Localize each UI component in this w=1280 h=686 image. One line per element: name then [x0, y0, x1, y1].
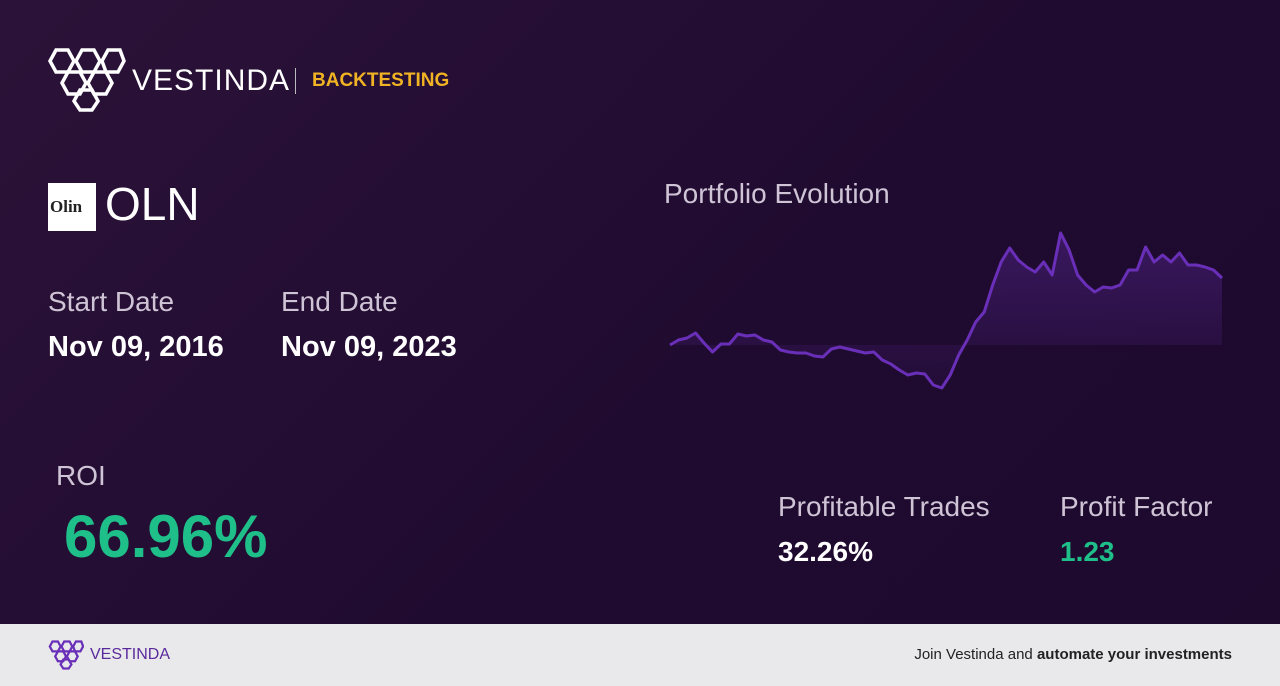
area — [670, 233, 1222, 388]
chart — [669, 231, 1224, 390]
start-date: Nov 09, 2016 — [48, 331, 224, 363]
brand-logo — [48, 48, 126, 112]
chart-title: Portfolio Evolution — [664, 178, 890, 209]
ticker-symbol: OLN — [105, 178, 200, 230]
footer-cta: Join Vestinda and automate your investme… — [914, 646, 1232, 663]
brand-name: VESTINDA — [132, 64, 291, 97]
roi-label: ROI — [56, 460, 106, 491]
end-date: Nov 09, 2023 — [281, 331, 457, 363]
end-date-label: End Date — [281, 286, 398, 317]
profit-factor: 1.23 — [1060, 536, 1115, 567]
section-name: BACKTESTING — [312, 70, 450, 91]
footer: VESTINDA Join Vestinda and automate your… — [0, 624, 1280, 686]
ticker-logo-text: Olin — [50, 197, 83, 216]
start-date-label: Start Date — [48, 286, 175, 317]
divider — [295, 68, 296, 94]
footer-brand: VESTINDA — [90, 646, 171, 663]
profitable-trades: 32.26% — [778, 536, 873, 567]
cta-prefix: Join Vestinda and — [914, 646, 1033, 663]
profitable-trades-label: Profitable Trades — [778, 491, 990, 522]
cta-bold[interactable]: automate your investments — [1036, 646, 1232, 663]
footer-logo — [48, 640, 84, 670]
ticker-logo: Olin — [48, 183, 96, 231]
line — [669, 231, 1224, 390]
roi-value: 66.96% — [64, 503, 268, 570]
profit-factor-label: Profit Factor — [1060, 491, 1213, 522]
